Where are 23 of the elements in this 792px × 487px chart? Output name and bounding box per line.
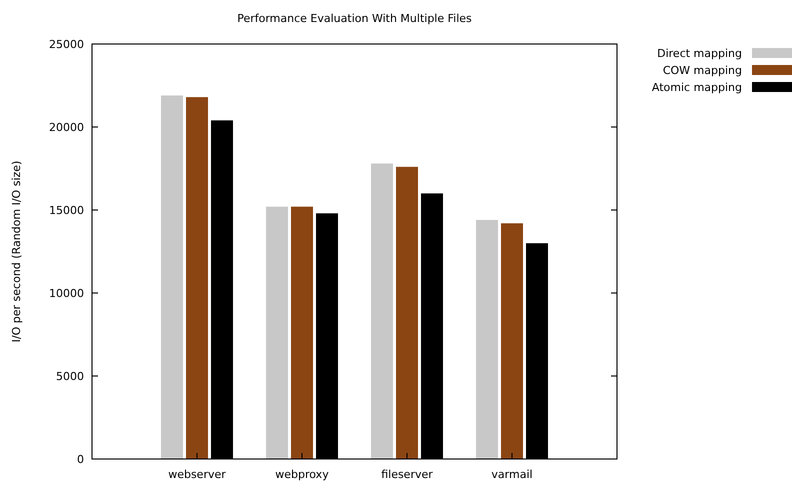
y-tick-label: 0 xyxy=(77,452,84,466)
legend-label: Atomic mapping xyxy=(652,80,742,94)
bar xyxy=(476,220,498,459)
y-axis-title: I/O per second (Random I/O size) xyxy=(10,160,23,342)
x-tick-label: webserver xyxy=(168,468,226,481)
y-tick-label: 10000 xyxy=(49,286,84,300)
bar xyxy=(161,95,183,459)
bar xyxy=(396,166,418,459)
y-tick-label: 5000 xyxy=(56,370,84,383)
bar xyxy=(291,206,313,459)
chart-title: Performance Evaluation With Multiple Files xyxy=(237,12,472,25)
x-tick-label: varmail xyxy=(491,468,533,481)
x-tick-label: fileserver xyxy=(381,468,434,481)
x-tick-label: webproxy xyxy=(275,468,330,481)
legend-label: COW mapping xyxy=(662,64,742,77)
bar xyxy=(186,97,208,459)
y-tick-label: 25000 xyxy=(49,38,84,51)
y-tick-label: 20000 xyxy=(49,120,84,134)
bar xyxy=(266,206,288,459)
y-tick-label: 15000 xyxy=(49,204,84,217)
bar xyxy=(371,164,393,459)
legend-label: Direct mapping xyxy=(657,46,742,60)
bar xyxy=(501,223,523,459)
